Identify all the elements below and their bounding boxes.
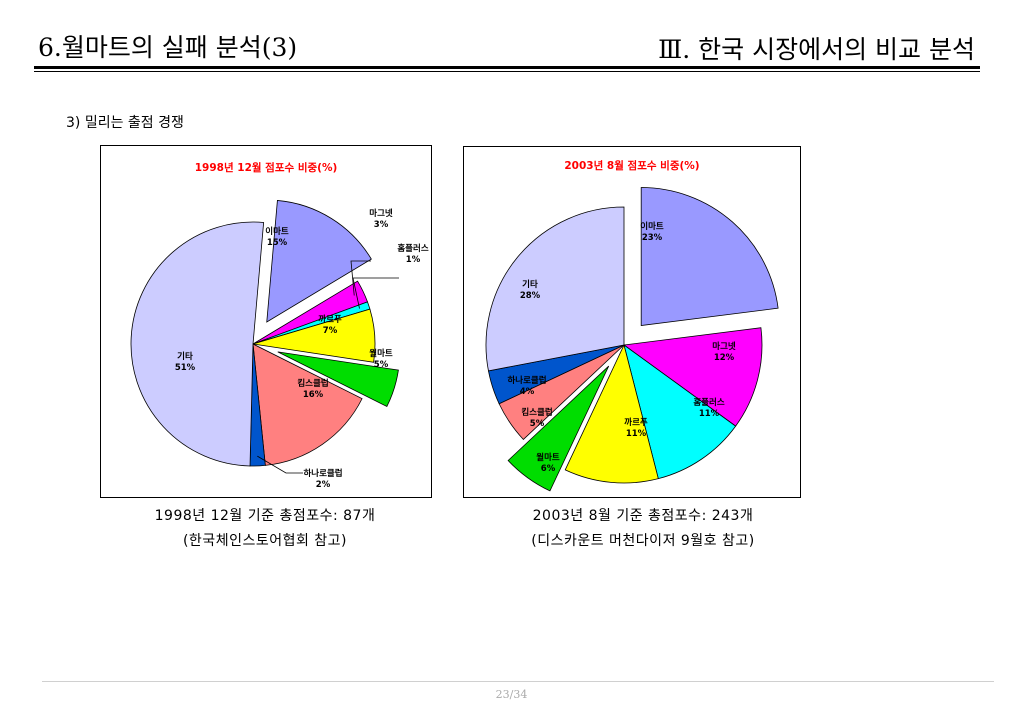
pie-slice: [130, 221, 265, 467]
slice-label-value: 51%: [175, 363, 196, 373]
leader-line: [257, 455, 303, 474]
slice-label-value: 7%: [323, 326, 338, 336]
header-rule-thin: [34, 71, 980, 72]
section-title: Ⅲ. 한국 시장에서의 비교 분석: [658, 35, 975, 64]
pie-chart-2003: 2003년 8월 점포수 비중(%) 이마트 23% 마그넷 12% 홈플러스 11% 까르푸…: [463, 146, 801, 498]
slice-label-name: 기타: [522, 279, 538, 290]
slice-label-value: 16%: [303, 390, 324, 400]
slide-title: 6.월마트의 실패 분석(3): [38, 33, 298, 62]
leader-line: [350, 260, 371, 296]
slice-label-value: 1%: [406, 255, 421, 265]
pie-chart-2003-svg: 2003년 8월 점포수 비중(%)이마트23%마그넷12%홈플러스11%까르푸…: [485, 159, 779, 492]
slice-label-name: 이마트: [265, 226, 289, 237]
page-number: 23/34: [495, 688, 528, 701]
chart1-caption-total: 1998년 12월 기준 총점포수: 87개: [154, 508, 376, 524]
slice-label-value: 2%: [316, 480, 331, 490]
header-rule-thick: [34, 66, 980, 69]
chart-title: 1998년 12월 점포수 비중(%): [195, 161, 338, 174]
slice-label-name: 기타: [177, 351, 193, 362]
chart2-caption-source: (디스카운트 머천다이저 9월호 참고): [531, 533, 755, 549]
slice-label-name: 월마트: [369, 348, 393, 359]
subheading: 3) 밀리는 출점 경쟁: [66, 115, 184, 131]
slice-label-value: 28%: [520, 291, 541, 301]
chart2-caption-total: 2003년 8월 기준 총점포수: 243개: [532, 508, 754, 524]
pie-slice: [266, 199, 372, 323]
slice-label-value: 4%: [520, 387, 535, 397]
slice-label-name: 하나로클럽: [303, 468, 342, 479]
footer-rule: [42, 681, 994, 682]
slice-label-name: 하나로클럽: [507, 375, 546, 386]
slice-label-name: 까르푸: [624, 417, 648, 428]
slice-label-name: 킴스클럽: [297, 378, 328, 389]
slice-label-name: 마그넷: [712, 341, 736, 352]
slice-label-value: 5%: [530, 419, 545, 429]
slice-label-name: 마그넷: [369, 208, 393, 219]
pie-slice: [485, 206, 625, 372]
slice-label-value: 12%: [714, 353, 735, 363]
slice-label-value: 11%: [699, 409, 720, 419]
pie-slice: [252, 308, 376, 363]
slice-label-name: 월마트: [536, 452, 560, 463]
slice-label-value: 6%: [541, 464, 556, 474]
slice-label-name: 킴스클럽: [521, 407, 552, 418]
slice-label-name: 까르푸: [318, 314, 342, 325]
pie-slice: [252, 343, 363, 466]
slice-label-name: 홈플러스: [397, 243, 428, 254]
pie-slice: [623, 344, 737, 480]
pie-slice: [564, 343, 659, 484]
pie-slice: [507, 365, 610, 492]
chart-title: 2003년 8월 점포수 비중(%): [564, 159, 699, 172]
pie-chart-1998: 1998년 12월 점포수 비중(%) 이마트 15% 마그넷 3% 홈플러스 1% 까르푸 7…: [100, 145, 432, 498]
leader-line: [352, 277, 399, 309]
chart1-caption-source: (한국체인스토어협회 참고): [182, 533, 348, 549]
slice-label-value: 23%: [642, 233, 663, 243]
slice-label-value: 5%: [374, 360, 389, 370]
slice-label-value: 15%: [267, 238, 288, 248]
slice-label-value: 11%: [626, 429, 647, 439]
slice-label-name: 이마트: [640, 221, 664, 232]
slice-label-value: 3%: [374, 220, 389, 230]
pie-slice: [640, 187, 779, 326]
slice-label-name: 홈플러스: [693, 397, 724, 408]
pie-slice: [277, 351, 399, 408]
pie-slice: [622, 327, 763, 427]
